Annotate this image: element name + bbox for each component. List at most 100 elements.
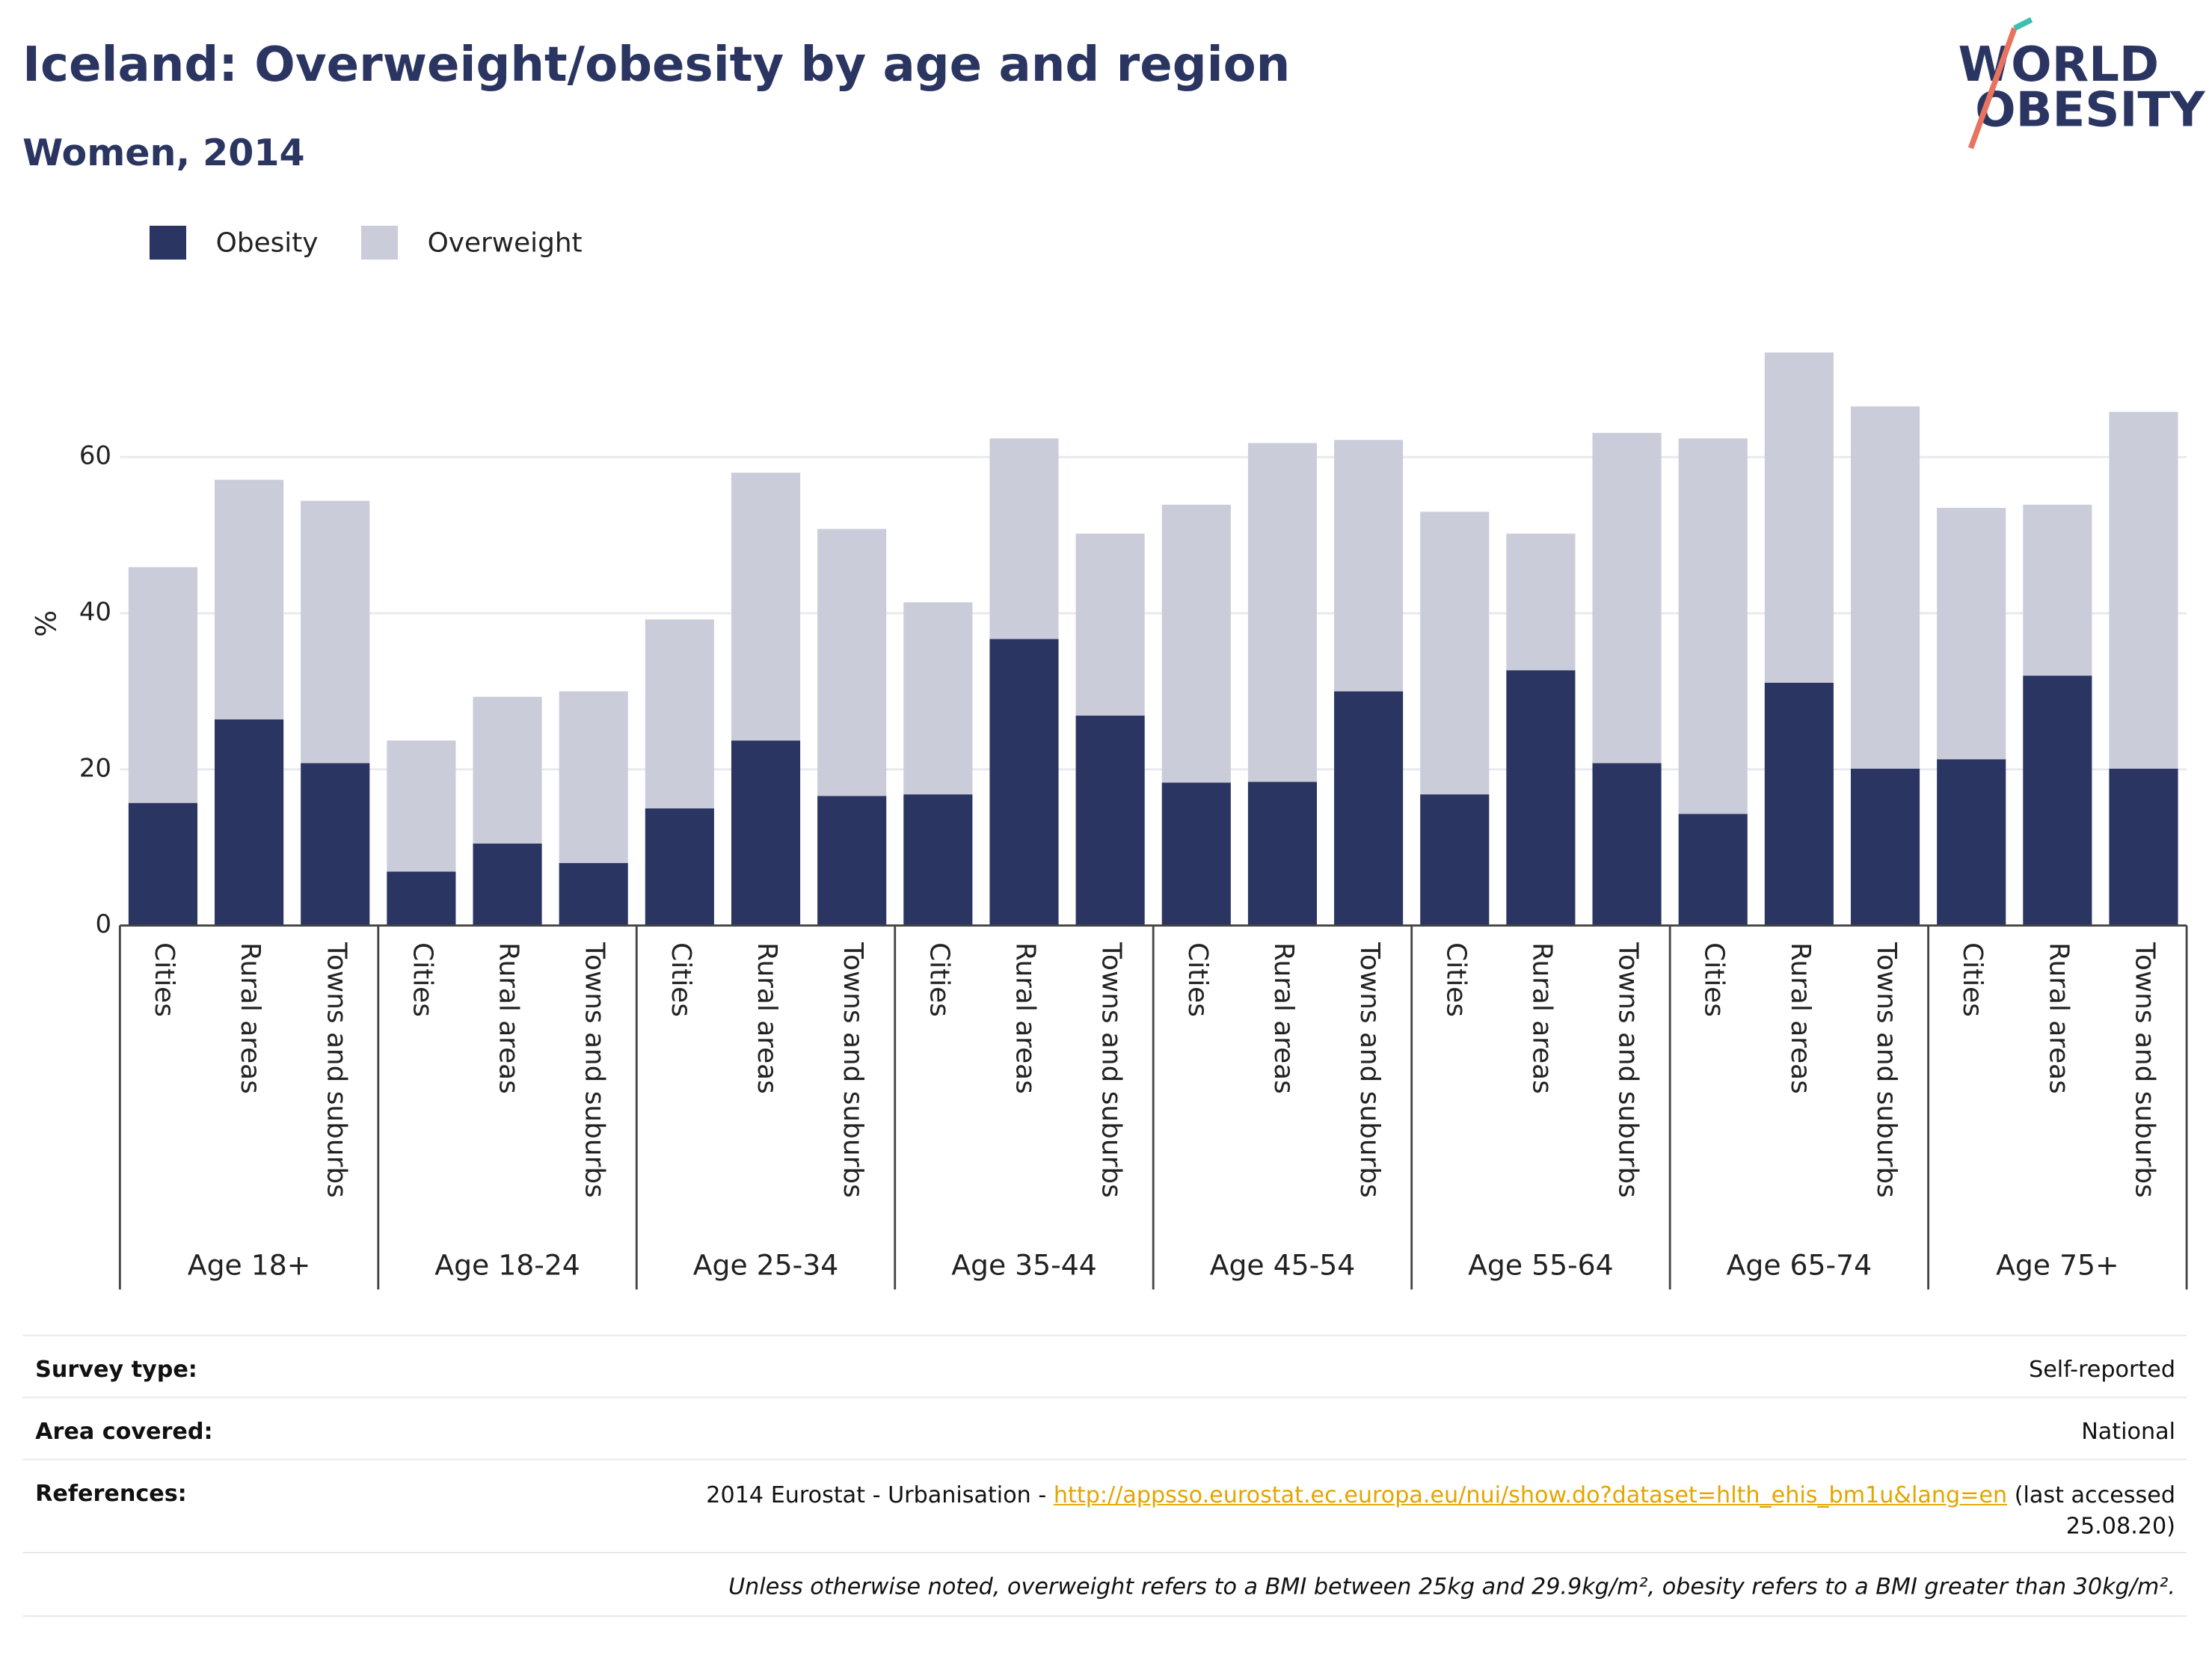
chart: Iceland: Overweight/obesity by age and r… xyxy=(22,17,2206,1290)
bar-segment xyxy=(559,863,628,926)
x-tick-label: Rural areas xyxy=(1010,942,1040,1094)
reference-link[interactable]: http://appsso.eurostat.ec.europa.eu/nui/… xyxy=(1053,1481,2008,1508)
footer-value: National xyxy=(2081,1417,2175,1445)
bar-segment xyxy=(387,871,456,926)
group-label: Age 18+ xyxy=(188,1249,311,1282)
legend-swatch xyxy=(360,225,398,260)
x-tick-label: Towns and suburbs xyxy=(580,942,610,1198)
bar-segment xyxy=(731,473,801,741)
bar-segment xyxy=(301,763,370,926)
x-tick-label: Cities xyxy=(666,942,696,1017)
x-tick-label: Cities xyxy=(1957,942,1988,1017)
x-tick-label: Rural areas xyxy=(1526,942,1557,1094)
bar-segment xyxy=(1764,682,1834,926)
bar-segment xyxy=(1937,759,2006,926)
footer-label: References: xyxy=(35,1479,187,1507)
x-tick-label: Rural areas xyxy=(1268,942,1299,1094)
x-tick-label: Rural areas xyxy=(494,942,524,1094)
bar-segment xyxy=(473,843,542,926)
bar-segment xyxy=(1075,533,1145,716)
group-label: Age 35-44 xyxy=(951,1249,1097,1282)
bar-segment xyxy=(2023,675,2092,926)
bar-segment xyxy=(1592,432,1662,764)
x-tick-label: Cities xyxy=(407,942,437,1017)
bar-segment xyxy=(989,639,1059,926)
y-tick-label: 0 xyxy=(95,909,111,939)
group-label: Age 18-24 xyxy=(434,1249,580,1282)
bar-segment xyxy=(1075,715,1145,926)
bar-segment xyxy=(1850,768,1920,926)
bar-segment xyxy=(903,602,973,795)
bar-segment xyxy=(2109,411,2178,769)
legend-label: Obesity xyxy=(216,227,319,258)
legend-swatch xyxy=(149,225,187,260)
y-axis-label: % xyxy=(30,610,63,637)
x-tick-label: Towns and suburbs xyxy=(1096,942,1127,1198)
bar-segment xyxy=(1678,438,1748,814)
group-label: Age 55-64 xyxy=(1468,1249,1614,1282)
x-tick-label: Cities xyxy=(1699,942,1730,1017)
footer-row: Unless otherwise noted, overweight refer… xyxy=(22,1552,2187,1617)
x-tick-label: Rural areas xyxy=(235,942,265,1094)
chart-title: Iceland: Overweight/obesity by age and r… xyxy=(22,37,1290,93)
footer-value: Self-reported xyxy=(2029,1355,2175,1383)
group-label: Age 25-34 xyxy=(693,1249,839,1282)
bar-segment xyxy=(128,802,197,926)
bar-segment xyxy=(1506,533,1576,671)
x-tick-label: Towns and suburbs xyxy=(1613,942,1644,1198)
footer-note: Unless otherwise noted, overweight refer… xyxy=(728,1573,2175,1600)
x-tick-label: Cities xyxy=(924,942,954,1017)
logo-slash xyxy=(2013,17,2033,31)
bar-segment xyxy=(301,500,370,764)
x-tick-label: Towns and suburbs xyxy=(321,942,351,1198)
bar-segment xyxy=(817,796,887,926)
bar-segment xyxy=(128,567,197,803)
group-label: Age 75+ xyxy=(1996,1249,2119,1282)
group-label: Age 65-74 xyxy=(1727,1249,1872,1282)
bar-segment xyxy=(1247,443,1318,782)
y-tick-label: 40 xyxy=(79,597,111,627)
x-tick-label: Towns and suburbs xyxy=(1871,942,1902,1198)
bar-segment xyxy=(1247,782,1318,926)
bar-segment xyxy=(473,696,542,844)
x-tick-label: Rural areas xyxy=(752,942,782,1094)
x-tick-label: Towns and suburbs xyxy=(838,942,868,1198)
bar-segment xyxy=(1420,794,1490,926)
x-tick-label: Cities xyxy=(1440,942,1471,1017)
y-tick-label: 20 xyxy=(79,753,111,783)
bar-segment xyxy=(645,808,714,926)
footer-label: Area covered: xyxy=(35,1417,213,1445)
x-tick-label: Rural areas xyxy=(2043,942,2074,1094)
x-tick-label: Rural areas xyxy=(1785,942,1816,1094)
bar-segment xyxy=(559,691,628,864)
footer-row: Survey type: Self-reported xyxy=(22,1334,2187,1398)
bar-segment xyxy=(1334,691,1404,926)
bar-segment xyxy=(731,740,801,926)
bar-segment xyxy=(645,619,714,808)
footer-label: Survey type: xyxy=(35,1355,197,1383)
bar-segment xyxy=(1161,782,1231,926)
reference-text: (last accessed 25.08.20) xyxy=(2007,1481,2175,1540)
group-label: Age 45-54 xyxy=(1210,1249,1356,1282)
bar-segment xyxy=(215,479,284,719)
chart-subtitle: Women, 2014 xyxy=(22,131,304,174)
bar-segment xyxy=(1161,504,1231,783)
bar-segment xyxy=(1850,406,1920,769)
bar-segment xyxy=(1764,352,1834,683)
legend-label: Overweight xyxy=(428,227,583,258)
x-tick-label: Towns and suburbs xyxy=(2129,942,2160,1198)
bar-segment xyxy=(215,719,284,926)
bar-segment xyxy=(2109,768,2178,926)
footer-row: Area covered: National xyxy=(22,1396,2187,1461)
bar-segment xyxy=(1506,670,1576,926)
footer-value: 2014 Eurostat - Urbanisation - http://ap… xyxy=(624,1480,2175,1542)
bar-segment xyxy=(1334,440,1404,692)
bar-segment xyxy=(989,438,1059,639)
bar-segment xyxy=(387,740,456,872)
bar-segment xyxy=(817,529,887,796)
x-tick-label: Cities xyxy=(149,942,179,1017)
logo-text: OBESITY xyxy=(1975,82,2206,138)
y-tick-label: 60 xyxy=(79,441,111,471)
bar-segment xyxy=(1937,508,2006,760)
